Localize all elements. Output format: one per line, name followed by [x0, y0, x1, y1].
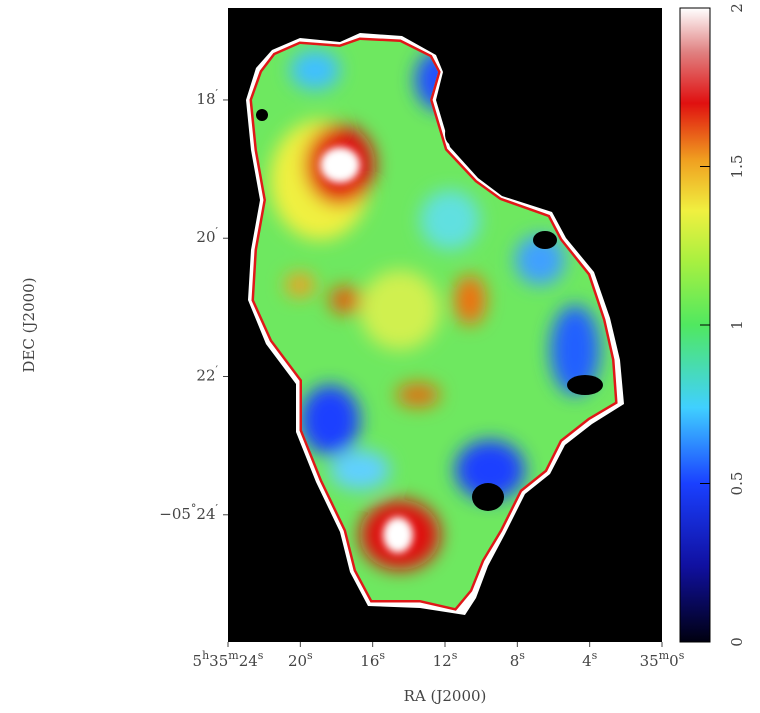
y-tick-label: 18′ — [196, 86, 218, 108]
y-tick-label: 22′ — [196, 363, 218, 385]
y-tick-label: 20′ — [196, 225, 218, 247]
x-axis-label: RA (J2000) — [404, 687, 487, 705]
colorbar-tick-label: 2 — [728, 3, 746, 13]
x-tick-label: 20s — [288, 649, 313, 671]
colorbar-tick-label: 1 — [728, 320, 746, 330]
x-tick-label: 5h35m24s — [193, 649, 264, 671]
x-tick-label: 12s — [433, 649, 458, 671]
y-tick-label: −05°24′ — [159, 501, 218, 523]
x-tick-label: 16s — [360, 649, 385, 671]
colorbar-tick-label: 0 — [728, 637, 746, 647]
colorbar-tick-label: 1.5 — [728, 155, 746, 179]
colorbar-tick-label: 0.5 — [728, 472, 746, 496]
y-axis-label: DEC (J2000) — [20, 277, 38, 372]
x-tick-label: 35m0s — [640, 649, 685, 671]
x-tick-label: 4s — [582, 649, 598, 671]
x-tick-label: 8s — [510, 649, 526, 671]
